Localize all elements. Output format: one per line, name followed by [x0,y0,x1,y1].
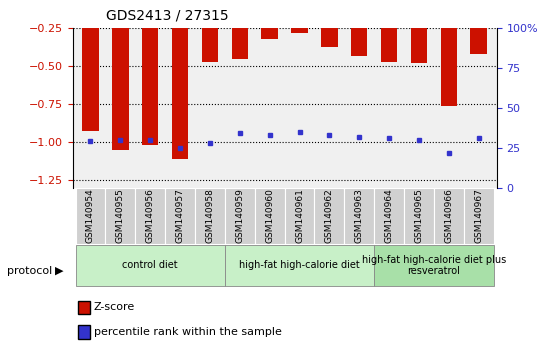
Text: GSM140966: GSM140966 [444,188,453,244]
Text: protocol: protocol [7,266,52,276]
Bar [411,28,427,63]
Text: GDS2413 / 27315: GDS2413 / 27315 [106,9,229,23]
Text: GSM140967: GSM140967 [474,188,483,244]
Text: GSM140965: GSM140965 [415,188,424,244]
Text: GSM140954: GSM140954 [86,189,95,243]
Text: percentile rank within the sample: percentile rank within the sample [94,327,282,337]
Bar [165,188,195,244]
Text: GSM140956: GSM140956 [146,188,155,244]
Bar [381,28,397,62]
Bar [82,28,99,131]
Bar [75,188,105,244]
Bar [172,28,188,159]
Text: control diet: control diet [122,261,178,270]
Bar [225,188,254,244]
Bar [441,28,457,106]
Bar [135,188,165,244]
Bar [105,188,135,244]
Text: GSM140964: GSM140964 [384,189,393,243]
Text: GSM140963: GSM140963 [355,188,364,244]
Text: GSM140955: GSM140955 [116,188,125,244]
Bar [285,188,315,244]
Text: high-fat high-calorie diet plus
resveratrol: high-fat high-calorie diet plus resverat… [362,255,506,276]
Bar [112,28,128,150]
Text: GSM140959: GSM140959 [235,188,244,244]
Bar [374,245,494,286]
Bar [75,245,225,286]
Bar [374,188,404,244]
Text: GSM140958: GSM140958 [205,188,214,244]
Bar [291,28,307,33]
Bar [344,188,374,244]
Text: GSM140957: GSM140957 [176,188,185,244]
Bar [470,28,487,54]
Bar [464,188,494,244]
Bar [225,245,374,286]
Text: GSM140961: GSM140961 [295,188,304,244]
Bar [321,28,338,46]
Bar [254,188,285,244]
Bar [315,188,344,244]
Bar [404,188,434,244]
Bar [262,28,278,39]
Bar [232,28,248,59]
Bar [434,188,464,244]
Text: GSM140960: GSM140960 [265,188,274,244]
Text: Z-score: Z-score [94,302,135,312]
Bar [351,28,368,56]
Bar [195,188,225,244]
Text: GSM140962: GSM140962 [325,189,334,243]
Bar [201,28,218,62]
Text: ▶: ▶ [55,266,63,276]
Text: high-fat high-calorie diet: high-fat high-calorie diet [239,261,360,270]
Bar [142,28,158,145]
